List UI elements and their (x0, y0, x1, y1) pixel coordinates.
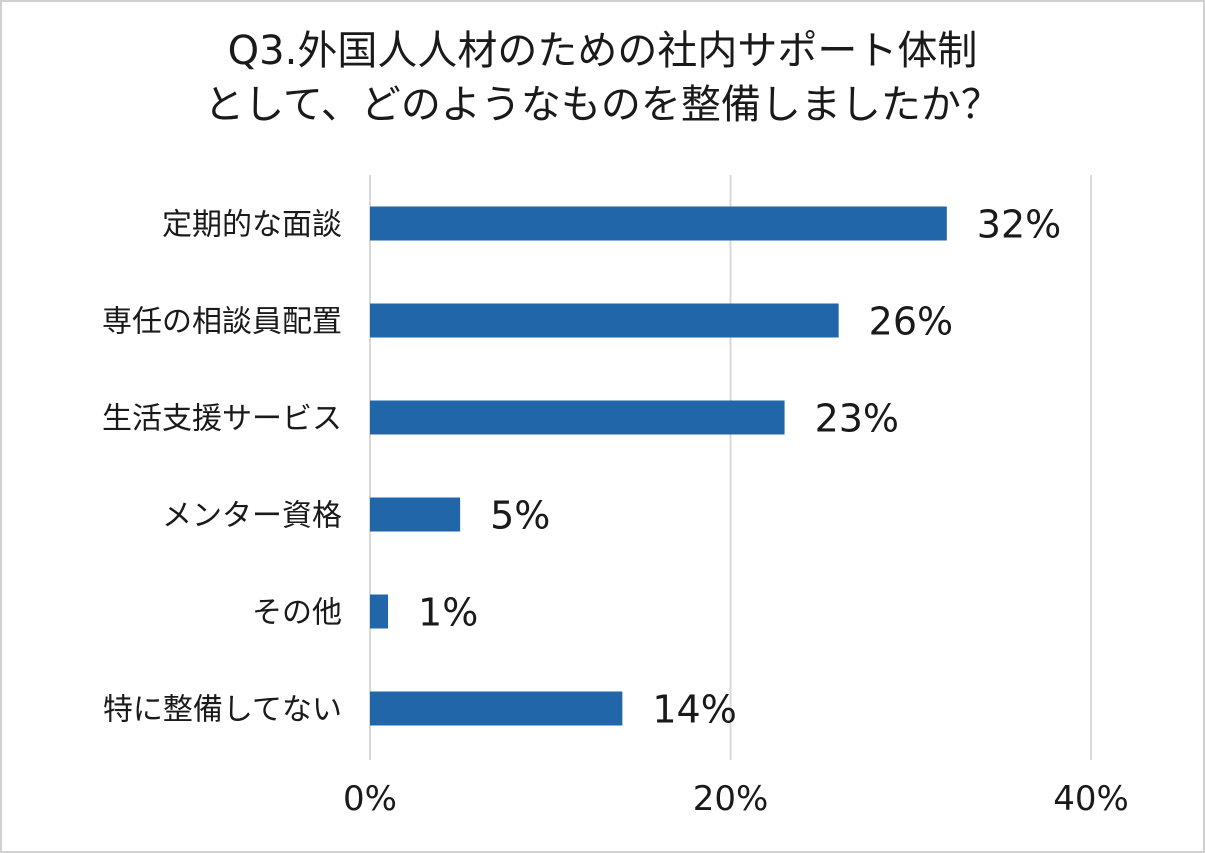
bar-0 (370, 206, 947, 241)
value-label-4: 1% (418, 591, 478, 635)
value-label-2: 23% (815, 397, 899, 441)
value-label-3: 5% (490, 494, 550, 538)
value-label-5: 14% (652, 688, 736, 732)
x-tick-label-2: 40% (1053, 779, 1129, 819)
category-label-1: 専任の相談員配置 (102, 305, 342, 340)
chart-title-line-1: Q3.外国人人材のための社内サポート体制 (227, 28, 978, 74)
bar-1 (370, 303, 839, 338)
category-label-4: その他 (252, 596, 342, 631)
category-label-3: メンター資格 (162, 499, 342, 534)
bar-5 (370, 691, 623, 726)
value-label-0: 32% (977, 203, 1061, 247)
bar-4 (370, 594, 389, 629)
x-tick-label-1: 20% (693, 779, 769, 819)
category-label-5: 特に整備してない (103, 693, 342, 728)
chart-title-line-2: として、どのようなものを整備しましたか？ (204, 82, 1001, 128)
category-label-2: 生活支援サービス (102, 402, 342, 437)
bar-2 (370, 400, 785, 435)
value-label-1: 26% (869, 300, 953, 344)
x-tick-label-0: 0% (343, 779, 397, 819)
category-label-0: 定期的な面談 (162, 208, 342, 243)
bar-3 (370, 497, 461, 532)
chart-title: Q3.外国人人材のための社内サポート体制 として、どのようなものを整備しましたか… (2, 24, 1203, 132)
